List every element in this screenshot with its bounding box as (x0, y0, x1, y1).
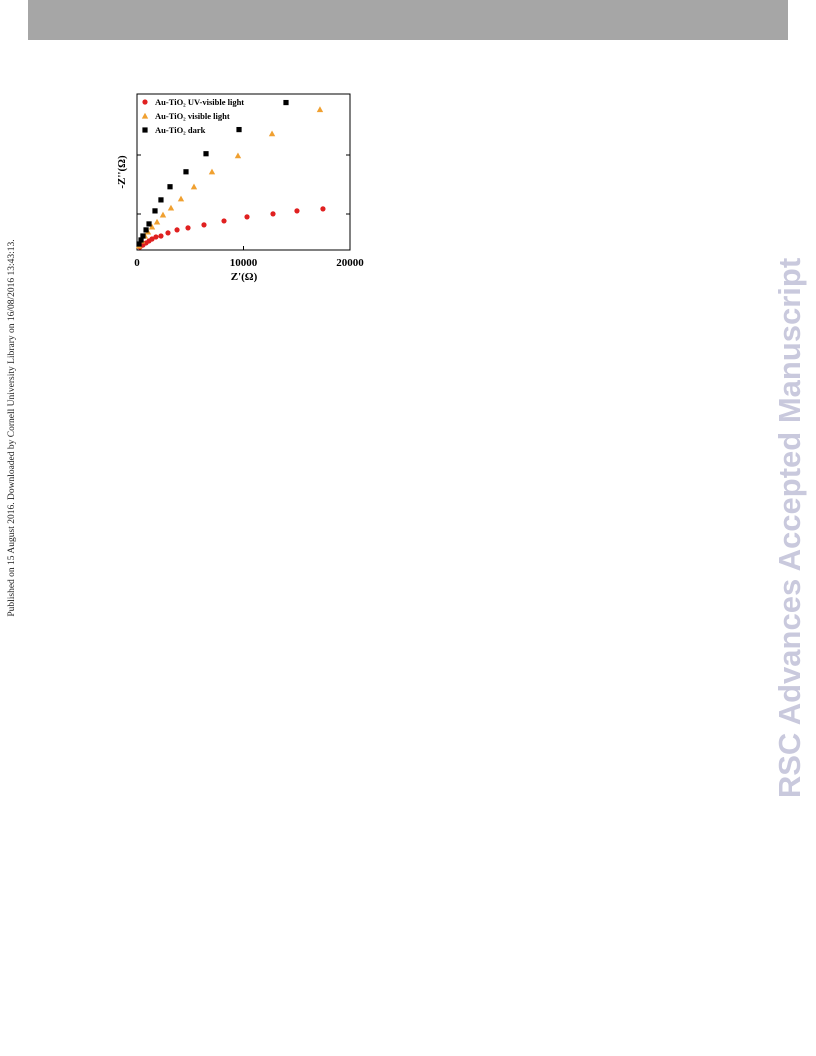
point (140, 233, 146, 239)
point (208, 168, 216, 175)
point (159, 211, 167, 218)
x-tick-label: 10000 (230, 257, 258, 269)
point (136, 241, 142, 247)
legend-label: Au-TiO₂ UV-visible light (155, 97, 244, 107)
point (244, 214, 250, 220)
point (221, 218, 227, 224)
point (190, 183, 198, 190)
point (268, 130, 276, 137)
point (174, 227, 180, 233)
point (138, 237, 144, 243)
point (201, 222, 207, 228)
point (152, 208, 158, 214)
point (153, 218, 161, 225)
point (234, 152, 242, 159)
point (283, 99, 289, 106)
point (177, 195, 185, 202)
point (167, 204, 175, 211)
point (158, 197, 164, 203)
chart: Z'(Ω) -Z''(Ω) 0 10000 20000 Au-TiO₂ UV-visi… (116, 93, 364, 283)
point (270, 211, 276, 217)
legend-label: Au-TiO₂ visible light (155, 111, 230, 121)
legend-label: Au-TiO₂ dark (155, 125, 206, 135)
header-bar (28, 0, 788, 40)
point (316, 106, 324, 113)
watermark: RSC Advances Accepted Manuscript (772, 257, 807, 799)
point (143, 227, 149, 233)
point (236, 126, 242, 133)
point (183, 169, 189, 175)
point (153, 234, 159, 240)
legend-marker (141, 112, 149, 119)
point (203, 151, 209, 157)
point (165, 230, 171, 236)
point (185, 225, 191, 231)
point (158, 233, 164, 239)
legend-marker (142, 99, 148, 105)
y-axis-label: -Z''(Ω) (116, 155, 128, 189)
point (294, 208, 300, 214)
point (167, 184, 173, 190)
x-axis-label: Z'(Ω) (231, 271, 258, 283)
point (148, 223, 156, 230)
point (146, 221, 152, 227)
point (320, 206, 326, 212)
x-tick-label: 20000 (336, 257, 364, 269)
point (149, 236, 155, 242)
x-tick-label: 0 (134, 257, 140, 269)
legend-marker (142, 127, 148, 133)
